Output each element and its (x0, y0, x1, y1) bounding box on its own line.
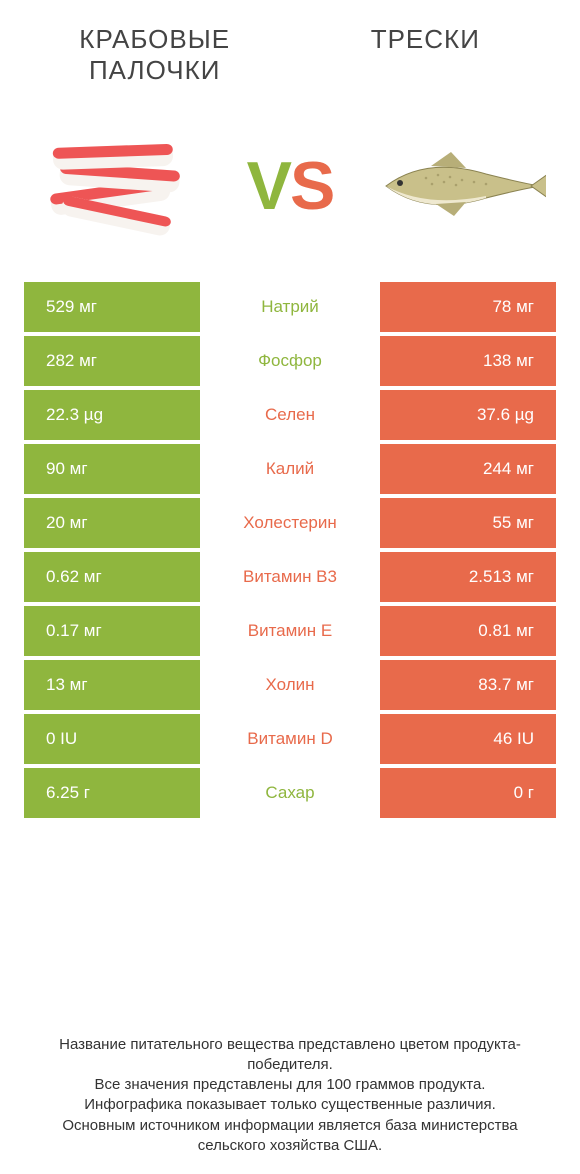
nutrient-label: Фосфор (200, 336, 380, 386)
right-value: 138 мг (380, 336, 556, 386)
left-value: 90 мг (24, 444, 200, 494)
left-value: 13 мг (24, 660, 200, 710)
footer-line: Название питательного вещества представл… (32, 1035, 548, 1076)
left-value: 282 мг (24, 336, 200, 386)
right-value: 0 г (380, 768, 556, 818)
comparison-table: 529 мгНатрий78 мг282 мгФосфор138 мг22.3 … (24, 282, 556, 818)
table-row: 6.25 гСахар0 г (24, 768, 556, 818)
table-row: 282 мгФосфор138 мг (24, 336, 556, 386)
table-row: 0 IUВитамин D46 IU (24, 714, 556, 764)
table-row: 529 мгНатрий78 мг (24, 282, 556, 332)
table-row: 13 мгХолин83.7 мг (24, 660, 556, 710)
header-titles: КРАБОВЫЕ ПАЛОЧКИ ТРЕСКИ (24, 24, 556, 86)
left-value: 0.62 мг (24, 552, 200, 602)
cod-fish-icon (376, 126, 546, 246)
table-row: 90 мгКалий244 мг (24, 444, 556, 494)
right-value: 37.6 µg (380, 390, 556, 440)
table-row: 22.3 µgСелен37.6 µg (24, 390, 556, 440)
nutrient-label: Витамин E (200, 606, 380, 656)
left-product-title: КРАБОВЫЕ ПАЛОЧКИ (44, 24, 265, 86)
footer-line: Основным источником информации является … (32, 1116, 548, 1157)
footer-line: Все значения представлены для 100 граммо… (32, 1075, 548, 1095)
crab-sticks-icon (34, 126, 204, 246)
nutrient-label: Калий (200, 444, 380, 494)
left-value: 20 мг (24, 498, 200, 548)
nutrient-label: Селен (200, 390, 380, 440)
left-product-image (34, 126, 204, 246)
right-value: 83.7 мг (380, 660, 556, 710)
vs-letter-right: S (290, 147, 333, 225)
footer-notes: Название питательного вещества представл… (24, 1015, 556, 1157)
table-row: 0.62 мгВитамин B32.513 мг (24, 552, 556, 602)
left-value: 0 IU (24, 714, 200, 764)
nutrient-label: Витамин D (200, 714, 380, 764)
table-row: 0.17 мгВитамин E0.81 мг (24, 606, 556, 656)
left-value: 22.3 µg (24, 390, 200, 440)
right-value: 78 мг (380, 282, 556, 332)
nutrient-label: Холин (200, 660, 380, 710)
right-value: 0.81 мг (380, 606, 556, 656)
right-product-title: ТРЕСКИ (315, 24, 536, 55)
vs-row: VS (24, 126, 556, 270)
left-value: 529 мг (24, 282, 200, 332)
right-value: 46 IU (380, 714, 556, 764)
left-value: 6.25 г (24, 768, 200, 818)
footer-line: Инфографика показывает только существенн… (32, 1095, 548, 1115)
right-value: 55 мг (380, 498, 556, 548)
nutrient-label: Натрий (200, 282, 380, 332)
nutrient-label: Холестерин (200, 498, 380, 548)
right-product-image (376, 126, 546, 246)
vs-letter-left: V (247, 147, 290, 225)
right-value: 244 мг (380, 444, 556, 494)
vs-label: VS (247, 147, 334, 225)
table-row: 20 мгХолестерин55 мг (24, 498, 556, 548)
left-value: 0.17 мг (24, 606, 200, 656)
nutrient-label: Витамин B3 (200, 552, 380, 602)
nutrient-label: Сахар (200, 768, 380, 818)
right-value: 2.513 мг (380, 552, 556, 602)
